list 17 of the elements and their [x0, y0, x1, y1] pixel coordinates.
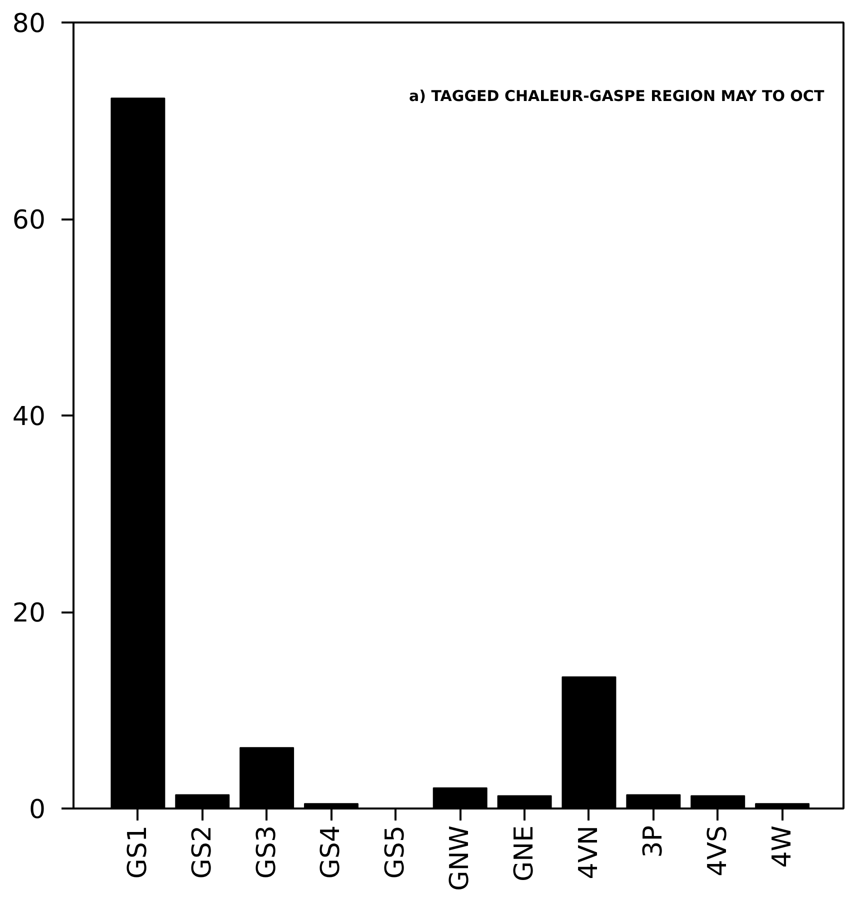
y-tick-label: 80	[12, 9, 46, 39]
text: a) TAGGED CHALEUR-GASPE REGION MAY TO OCT	[409, 87, 825, 106]
x-tick-label: 3P	[638, 825, 668, 858]
x-tick-label: GS3	[252, 825, 282, 879]
x-tick-label: GNW	[445, 825, 476, 891]
y-tick-label: 60	[12, 206, 46, 236]
x-tick-label: GS4	[316, 825, 346, 879]
x-tick-label: GS1	[122, 825, 153, 879]
x-tick-label: GNE	[510, 825, 540, 882]
x-tick-label: GS2	[187, 825, 218, 879]
y-tick-label: 20	[12, 598, 46, 628]
x-tick-label: 4W	[767, 826, 798, 868]
x-tick-label: GS5	[380, 825, 411, 879]
x-tick-label: 4VN	[574, 825, 604, 880]
y-tick-label: 0	[28, 795, 46, 825]
y-tick-label: 40	[12, 402, 46, 432]
x-tick-label: 4VS	[702, 825, 733, 876]
